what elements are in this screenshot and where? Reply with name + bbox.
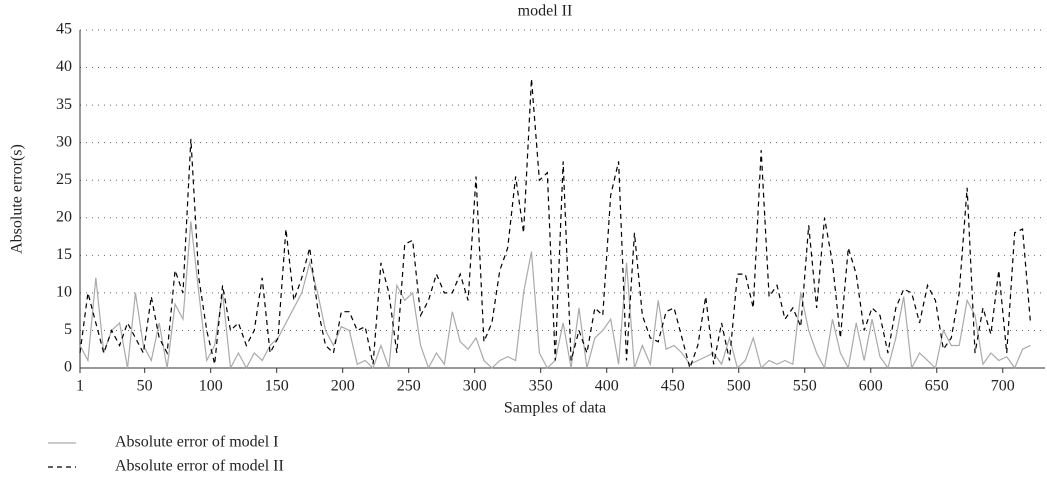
y-tick-label: 40 xyxy=(56,58,72,75)
x-tick-label: 150 xyxy=(265,378,289,395)
legend-label: Absolute error of model I xyxy=(115,434,279,451)
y-tick-label: 5 xyxy=(64,321,72,338)
y-tick-label: 25 xyxy=(56,171,72,188)
y-tick-label: 10 xyxy=(56,284,72,301)
x-tick-label: 250 xyxy=(397,378,421,395)
x-tick-label: 700 xyxy=(991,378,1015,395)
x-tick-label: 100 xyxy=(199,378,223,395)
legend-label: Absolute error of model II xyxy=(115,458,284,475)
y-tick-label: 45 xyxy=(56,21,72,38)
x-tick-label: 350 xyxy=(529,378,553,395)
x-tick-label: 1 xyxy=(76,378,84,395)
x-tick-label: 200 xyxy=(331,378,355,395)
x-tick-label: 650 xyxy=(925,378,949,395)
x-tick-label: 500 xyxy=(727,378,751,395)
x-axis-label: Samples of data xyxy=(504,400,606,417)
x-tick-label: 600 xyxy=(859,378,883,395)
y-tick-label: 0 xyxy=(64,359,72,376)
x-tick-label: 550 xyxy=(793,378,817,395)
x-tick-label: 450 xyxy=(661,378,685,395)
series-line xyxy=(79,78,1032,371)
x-tick-label: 400 xyxy=(595,378,619,395)
y-axis-label: Absolute error(s) xyxy=(9,144,26,254)
chart-title: model II xyxy=(518,3,573,20)
y-tick-label: 35 xyxy=(56,96,72,113)
series-line xyxy=(79,221,1031,371)
y-tick-label: 30 xyxy=(56,133,72,150)
y-tick-label: 15 xyxy=(56,246,72,263)
x-tick-label: 50 xyxy=(137,378,153,395)
x-tick-label: 300 xyxy=(463,378,487,395)
y-tick-label: 20 xyxy=(56,208,72,225)
